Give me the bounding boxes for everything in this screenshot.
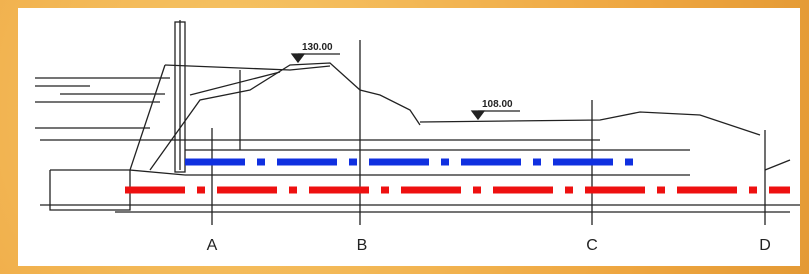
frame: 130.00 108.00 A B C D bbox=[0, 0, 809, 274]
drawing: 130.00 108.00 A B C D bbox=[0, 0, 809, 274]
elevation-label: 130.00 bbox=[302, 42, 333, 53]
panel bbox=[18, 8, 800, 266]
section-label: D bbox=[759, 237, 771, 254]
section-label: A bbox=[207, 237, 218, 254]
section-label: C bbox=[586, 237, 598, 254]
section-label: B bbox=[357, 237, 368, 254]
elevation-label: 108.00 bbox=[482, 99, 513, 110]
